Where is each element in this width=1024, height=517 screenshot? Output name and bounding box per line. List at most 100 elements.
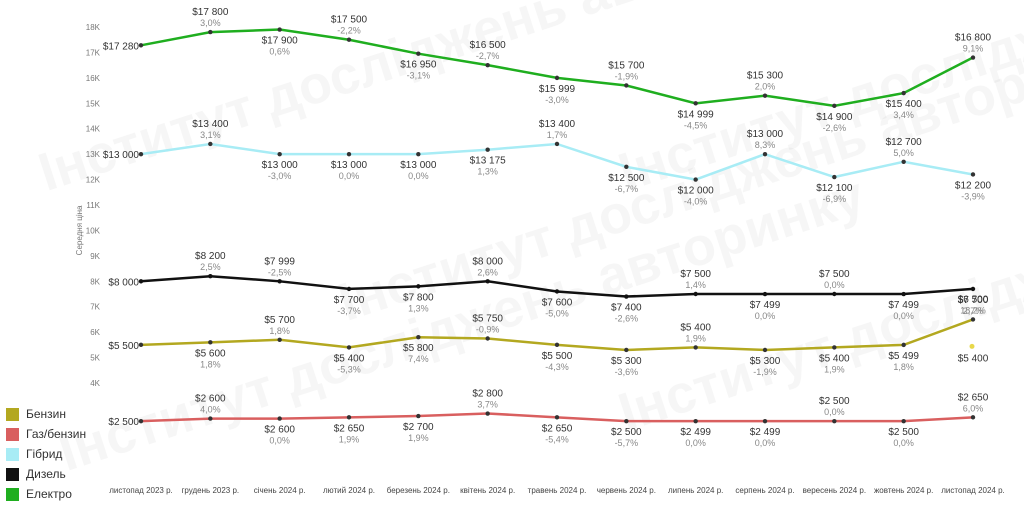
data-label: $5 600 <box>195 348 226 359</box>
data-point <box>416 284 421 289</box>
data-point <box>762 418 768 424</box>
pct-label: 8,3% <box>755 140 776 150</box>
legend-swatch <box>6 447 19 461</box>
data-label: $2 499 <box>680 427 711 438</box>
data-label: $15 300 <box>747 71 784 82</box>
data-label: $5 300 <box>750 356 781 367</box>
data-point <box>138 279 144 284</box>
y-tick-label: 17K <box>86 48 101 57</box>
data-label: $12 700 <box>886 137 923 148</box>
data-label: $7 400 <box>611 303 642 314</box>
x-tick-label: вересень 2024 р. <box>803 486 866 495</box>
pct-label: -5,0% <box>545 308 569 318</box>
x-tick-label: травень 2024 р. <box>528 486 587 495</box>
data-point <box>208 340 213 345</box>
pct-label: -4,0% <box>684 197 708 207</box>
data-point <box>693 177 698 182</box>
data-point <box>901 291 906 297</box>
data-label: $2 650 <box>958 392 989 403</box>
pct-label: 6,0% <box>963 403 984 413</box>
pct-label: -1,9% <box>753 367 777 377</box>
pct-label: 0,0% <box>339 171 360 181</box>
data-label: $2 650 <box>334 423 365 434</box>
y-tick-label: 7K <box>90 303 100 312</box>
data-point <box>138 43 144 48</box>
data-point <box>832 345 837 350</box>
data-label: $13 000 <box>400 160 437 171</box>
pct-label: 3,1% <box>200 130 221 140</box>
legend-swatch <box>6 487 19 501</box>
pct-label: 0,0% <box>824 407 845 417</box>
data-label: $12 100 <box>816 183 853 194</box>
data-point <box>485 336 490 341</box>
legend-item-diesel[interactable]: Дизель <box>6 464 116 484</box>
data-point <box>901 418 906 424</box>
pct-label: -0,9% <box>476 325 500 335</box>
y-tick-label: 6K <box>90 328 100 337</box>
data-point <box>346 151 352 157</box>
data-point <box>138 418 144 424</box>
pct-label: 1,8% <box>893 362 914 372</box>
pct-label: -2,2% <box>337 26 361 36</box>
data-point <box>208 416 213 421</box>
data-label: $7 500 <box>819 269 850 280</box>
pct-label: 0,0% <box>755 311 776 321</box>
legend-item-electric[interactable]: Електро <box>6 484 116 504</box>
data-label: $2 600 <box>195 394 226 405</box>
y-tick-label: 8K <box>90 277 100 286</box>
data-point <box>970 286 976 292</box>
extra-data-point <box>969 343 975 349</box>
pct-label: 18,2% <box>960 305 986 315</box>
pct-label: -3,1% <box>407 71 431 81</box>
y-axis-title: Середня ціна <box>75 205 84 255</box>
pct-label: -4,3% <box>545 362 569 372</box>
data-label: $7 499 <box>888 300 919 311</box>
legend-swatch <box>6 407 19 421</box>
data-point <box>416 51 421 56</box>
y-tick-label: 4K <box>90 379 100 388</box>
data-label: $17 900 <box>262 36 299 47</box>
data-point <box>277 151 282 157</box>
pct-label: 1,7% <box>547 130 568 140</box>
pct-label: -3,0% <box>268 171 292 181</box>
data-label: $7 999 <box>264 256 295 267</box>
data-label: $2 500 <box>888 427 919 438</box>
legend-label: Електро <box>26 487 72 501</box>
pct-label: 0,0% <box>269 436 290 446</box>
pct-label: 1,9% <box>824 364 845 374</box>
data-label: $17 500 <box>331 15 368 26</box>
data-point <box>970 317 976 322</box>
data-label: $12 200 <box>955 180 992 191</box>
data-point <box>485 411 490 416</box>
data-label: $7 600 <box>542 297 573 308</box>
data-point <box>624 294 629 299</box>
data-label: $7 500 <box>680 269 711 280</box>
data-label: $2 800 <box>472 389 503 400</box>
data-label: $13 000 <box>262 160 299 171</box>
pct-label: 1,9% <box>408 433 429 443</box>
data-point <box>138 151 144 157</box>
legend-item-petrol[interactable]: Бензин <box>6 404 116 424</box>
extra-data-label: $5 400 <box>958 353 989 364</box>
pct-label: 0,0% <box>755 438 776 448</box>
x-tick-label: грудень 2023 р. <box>182 486 240 495</box>
pct-label: -3,7% <box>337 306 361 316</box>
pct-label: 2,5% <box>200 262 221 272</box>
data-label: $5 300 <box>611 356 642 367</box>
y-tick-label: 11K <box>86 201 100 210</box>
data-point <box>485 147 490 152</box>
data-label: $2 600 <box>264 425 295 436</box>
data-label: $2 700 <box>403 422 434 433</box>
data-point <box>208 274 213 279</box>
data-point <box>624 83 629 88</box>
data-label: $2 500 <box>611 427 642 438</box>
legend-item-gas-petrol[interactable]: Газ/бензин <box>6 424 116 444</box>
legend-item-hybrid[interactable]: Гібрид <box>6 444 116 464</box>
data-point <box>832 103 837 109</box>
data-label: $8 000 <box>108 277 139 288</box>
pct-label: 1,4% <box>685 280 706 290</box>
data-label: $5 400 <box>819 353 850 364</box>
pct-label: 2,6% <box>477 267 498 277</box>
data-label: $2 499 <box>750 427 781 438</box>
data-point <box>277 337 282 342</box>
